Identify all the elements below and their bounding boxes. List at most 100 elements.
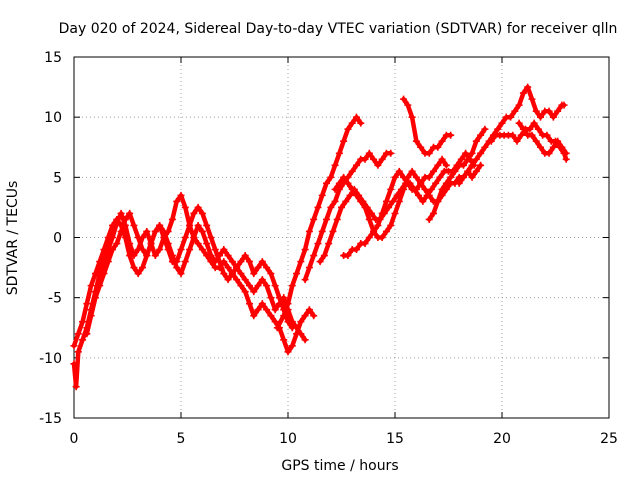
data-point	[451, 167, 459, 175]
data-point	[537, 143, 545, 151]
x-tick-label: 10	[279, 431, 297, 447]
data-point	[442, 179, 450, 187]
data-point	[509, 131, 517, 139]
data-point	[472, 167, 480, 175]
data-point	[545, 149, 553, 157]
data-point	[519, 89, 527, 97]
data-point	[198, 227, 206, 235]
data-point	[425, 191, 433, 199]
data-point	[513, 137, 521, 145]
data-point	[198, 246, 206, 254]
x-tick-label: 5	[177, 431, 186, 447]
data-point	[194, 203, 202, 211]
x-tick-label: 0	[70, 431, 79, 447]
data-point	[91, 270, 99, 278]
data-point	[391, 209, 399, 217]
data-point	[340, 137, 348, 145]
data-point	[233, 264, 241, 272]
data-point	[346, 191, 354, 199]
data-point	[524, 83, 532, 91]
data-point	[151, 227, 159, 235]
data-point	[434, 197, 442, 205]
data-point	[297, 330, 305, 338]
data-point	[558, 143, 566, 151]
data-point	[395, 167, 403, 175]
data-point	[305, 264, 313, 272]
series-arc-9	[400, 95, 455, 157]
series-trace	[275, 114, 364, 331]
y-axis: -15 -10 -5 0 5 10 15	[39, 50, 609, 427]
data-point	[207, 252, 215, 260]
data-point	[494, 125, 502, 133]
data-point	[438, 185, 446, 193]
data-point	[562, 149, 570, 157]
data-point	[305, 306, 313, 314]
data-point	[186, 221, 194, 229]
data-point	[168, 215, 176, 223]
data-point	[288, 342, 296, 350]
data-point	[164, 246, 172, 254]
data-point	[447, 173, 455, 181]
data-point	[267, 270, 275, 278]
data-point	[237, 270, 245, 278]
data-point	[427, 185, 435, 193]
x-tick-label: 15	[386, 431, 404, 447]
data-point	[83, 330, 91, 338]
data-point	[387, 149, 395, 157]
data-point	[254, 282, 262, 290]
data-point	[365, 215, 373, 223]
data-point	[104, 234, 112, 241]
data-point	[464, 167, 472, 175]
data-point	[126, 209, 134, 217]
data-point	[160, 234, 168, 241]
data-point	[528, 131, 536, 139]
data-point	[320, 252, 328, 260]
data-point	[378, 209, 386, 217]
data-point	[273, 324, 281, 332]
data-point	[241, 252, 249, 260]
data-point	[177, 270, 185, 278]
data-point	[284, 318, 292, 326]
data-point	[327, 173, 335, 181]
data-point	[117, 209, 125, 217]
data-point	[237, 258, 245, 266]
data-point	[194, 221, 202, 229]
data-point	[258, 276, 266, 284]
data-point	[263, 282, 271, 290]
data-point	[400, 185, 408, 193]
data-point	[121, 234, 129, 241]
data-point	[113, 240, 121, 248]
data-point	[434, 143, 442, 151]
data-point	[280, 312, 288, 320]
data-point	[515, 119, 523, 127]
data-point	[228, 258, 236, 266]
data-point	[519, 125, 527, 133]
data-point	[391, 173, 399, 181]
data-point	[430, 167, 438, 175]
data-point	[220, 246, 228, 254]
data-point	[395, 197, 403, 205]
data-point	[224, 252, 232, 260]
data-point	[419, 197, 427, 205]
data-point	[134, 270, 142, 278]
data-point	[412, 137, 420, 145]
data-point	[177, 191, 185, 199]
data-point	[245, 300, 253, 308]
data-point	[374, 221, 382, 229]
data-point	[271, 306, 279, 314]
data-point	[498, 119, 506, 127]
series-arc-2	[70, 215, 309, 350]
data-point	[156, 246, 164, 254]
data-point	[318, 191, 326, 199]
data-point	[233, 276, 241, 284]
data-point	[310, 312, 318, 320]
data-point	[224, 264, 232, 272]
data-point	[549, 143, 557, 151]
data-point	[457, 155, 465, 163]
data-point	[301, 336, 309, 344]
data-point	[173, 197, 181, 205]
series-trace	[302, 151, 393, 282]
data-point	[263, 264, 271, 272]
data-point	[462, 149, 470, 157]
x-tick-label: 20	[493, 431, 511, 447]
